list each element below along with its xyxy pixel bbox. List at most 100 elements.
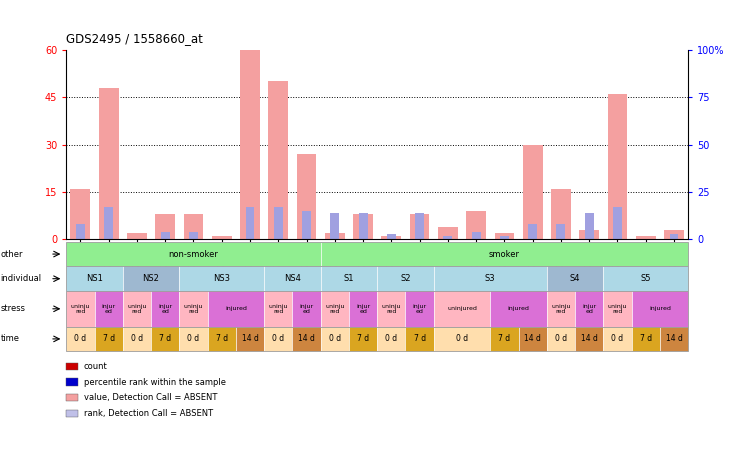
Text: NS1: NS1 bbox=[86, 274, 103, 283]
Bar bbox=[160, 232, 169, 239]
Text: 7 d: 7 d bbox=[357, 335, 369, 343]
Text: uninju
red: uninju red bbox=[551, 304, 570, 314]
Bar bbox=[608, 94, 627, 239]
Text: uninju
red: uninju red bbox=[184, 304, 203, 314]
Text: 7 d: 7 d bbox=[498, 335, 511, 343]
Text: other: other bbox=[1, 250, 24, 258]
Text: 7 d: 7 d bbox=[414, 335, 425, 343]
Bar bbox=[189, 232, 198, 239]
Text: 0 d: 0 d bbox=[612, 335, 623, 343]
Bar bbox=[76, 224, 85, 239]
Text: NS4: NS4 bbox=[284, 274, 301, 283]
Text: 7 d: 7 d bbox=[159, 335, 171, 343]
Bar bbox=[466, 211, 486, 239]
Text: value, Detection Call = ABSENT: value, Detection Call = ABSENT bbox=[84, 393, 217, 402]
Text: rank, Detection Call = ABSENT: rank, Detection Call = ABSENT bbox=[84, 409, 213, 418]
Text: smoker: smoker bbox=[489, 250, 520, 258]
Text: uninju
red: uninju red bbox=[325, 304, 344, 314]
Text: 0 d: 0 d bbox=[272, 335, 284, 343]
Bar bbox=[212, 236, 232, 239]
Bar bbox=[528, 224, 537, 239]
Text: injur
ed: injur ed bbox=[582, 304, 596, 314]
Text: S1: S1 bbox=[344, 274, 354, 283]
Bar bbox=[302, 211, 311, 239]
Bar bbox=[500, 236, 509, 239]
Text: S5: S5 bbox=[640, 274, 651, 283]
Text: S3: S3 bbox=[485, 274, 495, 283]
Bar bbox=[127, 233, 146, 239]
Text: injur
ed: injur ed bbox=[356, 304, 370, 314]
Text: injur
ed: injur ed bbox=[413, 304, 427, 314]
Bar bbox=[556, 224, 565, 239]
Text: 14 d: 14 d bbox=[524, 335, 541, 343]
Text: 0 d: 0 d bbox=[456, 335, 468, 343]
Text: individual: individual bbox=[1, 274, 42, 283]
Text: 0 d: 0 d bbox=[131, 335, 143, 343]
Text: 14 d: 14 d bbox=[581, 335, 598, 343]
Text: uninjured: uninjured bbox=[447, 306, 477, 311]
Text: injured: injured bbox=[508, 306, 529, 311]
Bar bbox=[274, 207, 283, 239]
Text: uninju
red: uninju red bbox=[608, 304, 627, 314]
Text: 0 d: 0 d bbox=[385, 335, 397, 343]
Bar bbox=[410, 214, 430, 239]
Bar bbox=[472, 232, 481, 239]
Bar bbox=[71, 189, 91, 239]
Bar bbox=[523, 145, 542, 239]
Bar bbox=[330, 213, 339, 239]
Text: injur
ed: injur ed bbox=[102, 304, 116, 314]
Text: injur
ed: injur ed bbox=[300, 304, 314, 314]
Text: count: count bbox=[84, 362, 107, 371]
Bar bbox=[415, 213, 424, 239]
Bar bbox=[387, 234, 396, 239]
Text: 14 d: 14 d bbox=[241, 335, 258, 343]
Text: uninju
red: uninju red bbox=[71, 304, 90, 314]
Bar bbox=[99, 88, 118, 239]
Text: 0 d: 0 d bbox=[74, 335, 86, 343]
Text: uninju
red: uninju red bbox=[127, 304, 146, 314]
Text: S4: S4 bbox=[570, 274, 580, 283]
Bar bbox=[325, 233, 344, 239]
Text: 7 d: 7 d bbox=[216, 335, 227, 343]
Text: 0 d: 0 d bbox=[329, 335, 341, 343]
Text: S2: S2 bbox=[400, 274, 411, 283]
Text: injur
ed: injur ed bbox=[158, 304, 172, 314]
Bar bbox=[664, 230, 684, 239]
Bar bbox=[297, 154, 316, 239]
Bar bbox=[495, 233, 514, 239]
Text: percentile rank within the sample: percentile rank within the sample bbox=[84, 378, 226, 386]
Bar bbox=[240, 50, 260, 239]
Text: stress: stress bbox=[1, 304, 26, 313]
Bar bbox=[438, 227, 458, 239]
Text: 7 d: 7 d bbox=[102, 335, 115, 343]
Text: 7 d: 7 d bbox=[640, 335, 652, 343]
Text: NS3: NS3 bbox=[213, 274, 230, 283]
Bar bbox=[105, 207, 113, 239]
Text: 14 d: 14 d bbox=[665, 335, 682, 343]
Bar bbox=[585, 213, 594, 239]
Text: NS2: NS2 bbox=[143, 274, 160, 283]
Text: injured: injured bbox=[649, 306, 670, 311]
Text: uninju
red: uninju red bbox=[269, 304, 288, 314]
Bar bbox=[551, 189, 571, 239]
Bar bbox=[155, 214, 175, 239]
Bar bbox=[613, 207, 622, 239]
Bar bbox=[636, 236, 656, 239]
Text: injured: injured bbox=[225, 306, 247, 311]
Bar bbox=[183, 214, 203, 239]
Bar bbox=[443, 236, 453, 239]
Text: GDS2495 / 1558660_at: GDS2495 / 1558660_at bbox=[66, 32, 203, 45]
Text: 14 d: 14 d bbox=[298, 335, 315, 343]
Bar bbox=[246, 207, 255, 239]
Bar bbox=[381, 236, 401, 239]
Bar bbox=[358, 213, 367, 239]
Text: 0 d: 0 d bbox=[188, 335, 199, 343]
Bar bbox=[579, 230, 599, 239]
Bar bbox=[670, 234, 679, 239]
Text: non-smoker: non-smoker bbox=[169, 250, 219, 258]
Bar bbox=[269, 82, 289, 239]
Text: 0 d: 0 d bbox=[555, 335, 567, 343]
Text: time: time bbox=[1, 335, 20, 343]
Text: uninju
red: uninju red bbox=[381, 304, 401, 314]
Bar bbox=[353, 214, 373, 239]
